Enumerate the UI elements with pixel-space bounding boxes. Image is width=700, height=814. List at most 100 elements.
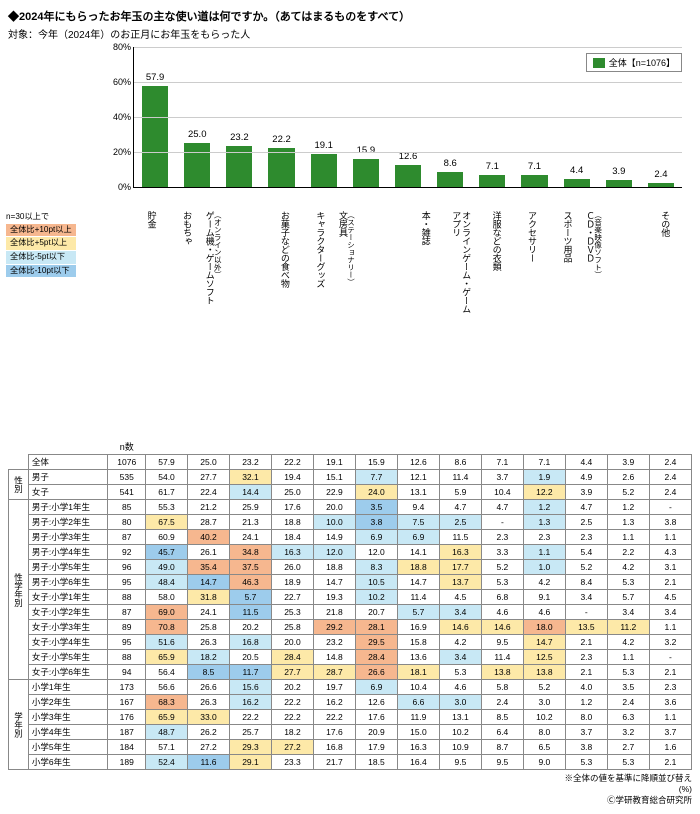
value-cell: 16.3 [271,545,313,560]
category-label: 文房具 [337,211,347,321]
value-cell: 2.4 [607,695,649,710]
value-cell: 20.2 [271,680,313,695]
value-cell: 19.3 [313,590,355,605]
value-cell: 7.7 [355,470,397,485]
category-col: スポーツ用品 [549,211,584,321]
value-cell: 5.3 [565,755,607,770]
y-tick: 40% [113,112,131,122]
value-cell: 8.0 [523,725,565,740]
value-cell: 11.4 [481,650,523,665]
value-cell: 5.3 [481,575,523,590]
group-label [9,455,29,470]
value-cell: 18.2 [271,725,313,740]
value-cell: 3.4 [607,605,649,620]
bar: 4.4 [564,179,590,187]
value-cell: 3.4 [649,605,691,620]
value-cell: 8.5 [188,665,230,680]
value-cell: 21.7 [313,755,355,770]
value-cell: 1.1 [649,530,691,545]
bar: 7.1 [521,175,547,187]
value-cell: 20.0 [271,635,313,650]
threshold-note: n=30以上で [6,212,76,223]
value-cell: - [565,605,607,620]
value-cell: 1.1 [649,710,691,725]
value-cell: 1.2 [565,695,607,710]
value-cell: 7.5 [397,515,439,530]
table-row: 全体107657.925.023.222.219.115.912.68.67.1… [9,455,692,470]
survey-question: ◆2024年にもらったお年玉の主な使い道は何ですか。（あてはまるものをすべて） [8,8,692,24]
value-cell: 5.2 [565,560,607,575]
category-col: アクセサリー [513,211,548,321]
table-row: 性別男子53554.027.732.119.415.17.712.111.43.… [9,470,692,485]
table-row: 小学5年生18457.127.229.327.216.817.916.310.9… [9,740,692,755]
value-cell: 8.6 [439,455,481,470]
bar-value: 7.1 [528,161,541,172]
table-row: 小学2年生16768.326.316.222.216.212.66.63.02.… [9,695,692,710]
value-cell: 8.7 [481,740,523,755]
value-cell: 12.5 [523,650,565,665]
value-cell: 2.3 [565,650,607,665]
table-row: 女子54161.722.414.425.022.924.013.15.910.4… [9,485,692,500]
row-label: 女子:小学4年生 [28,635,108,650]
value-cell: 17.9 [355,740,397,755]
value-cell: 10.9 [439,740,481,755]
value-cell: 61.7 [146,485,188,500]
value-cell: 27.2 [188,740,230,755]
value-cell: 19.4 [271,470,313,485]
value-cell: 12.2 [523,485,565,500]
bar: 2.4 [648,183,674,187]
value-cell: 2.4 [649,455,691,470]
row-label: 男子:小学5年生 [28,560,108,575]
value-cell: 5.3 [439,665,481,680]
value-cell: 2.4 [649,485,691,500]
value-cell: 18.8 [397,560,439,575]
table-row: 女子:小学3年生8970.825.820.225.829.228.116.914… [9,620,692,635]
value-cell: 4.0 [565,680,607,695]
value-cell: 23.3 [271,755,313,770]
row-label: 男子:小学2年生 [28,515,108,530]
category-sublabel: （オンライン以外） [214,211,222,321]
value-cell: 16.4 [397,755,439,770]
value-cell: 3.4 [439,650,481,665]
value-cell: 70.8 [146,620,188,635]
category-col: お菓子などの食べ物 [266,211,301,321]
value-cell: 22.2 [271,455,313,470]
n-cell: 87 [108,530,146,545]
value-cell: 20.0 [313,500,355,515]
y-tick: 0% [118,182,131,192]
value-cell: 3.4 [565,590,607,605]
category-label: 貯金 [146,211,156,321]
bar: 7.1 [479,175,505,187]
row-label: 小学5年生 [28,740,108,755]
value-cell: 2.5 [565,515,607,530]
category-sublabel: （ステーショナリー） [347,211,355,321]
category-col: その他 [647,211,682,321]
n-cell: 89 [108,620,146,635]
value-cell: 7.1 [481,455,523,470]
value-cell: 16.3 [439,545,481,560]
value-cell: - [481,515,523,530]
value-cell: 2.1 [649,755,691,770]
row-label: 女子:小学3年生 [28,620,108,635]
value-cell: 3.0 [523,695,565,710]
value-cell: 3.2 [649,635,691,650]
bar-value: 25.0 [188,129,207,140]
value-cell: 57.9 [146,455,188,470]
value-cell: 26.0 [271,560,313,575]
value-cell: 4.7 [565,500,607,515]
value-cell: 11.5 [439,530,481,545]
row-label: 女子:小学5年生 [28,650,108,665]
value-cell: 2.3 [649,680,691,695]
table-row: 小学6年生18952.411.629.123.321.718.516.49.59… [9,755,692,770]
value-cell: 2.3 [481,530,523,545]
category-col: 文房具（ステーショナリー） [337,211,407,321]
value-cell: 18.4 [271,530,313,545]
value-cell: 40.2 [188,530,230,545]
value-cell: 4.6 [523,605,565,620]
value-cell: 9.4 [397,500,439,515]
table-row: 女子:小学2年生8769.024.111.525.321.820.75.73.4… [9,605,692,620]
value-cell: 3.7 [565,725,607,740]
value-cell: 8.0 [565,710,607,725]
value-cell: 3.3 [481,545,523,560]
value-cell: 9.5 [481,755,523,770]
